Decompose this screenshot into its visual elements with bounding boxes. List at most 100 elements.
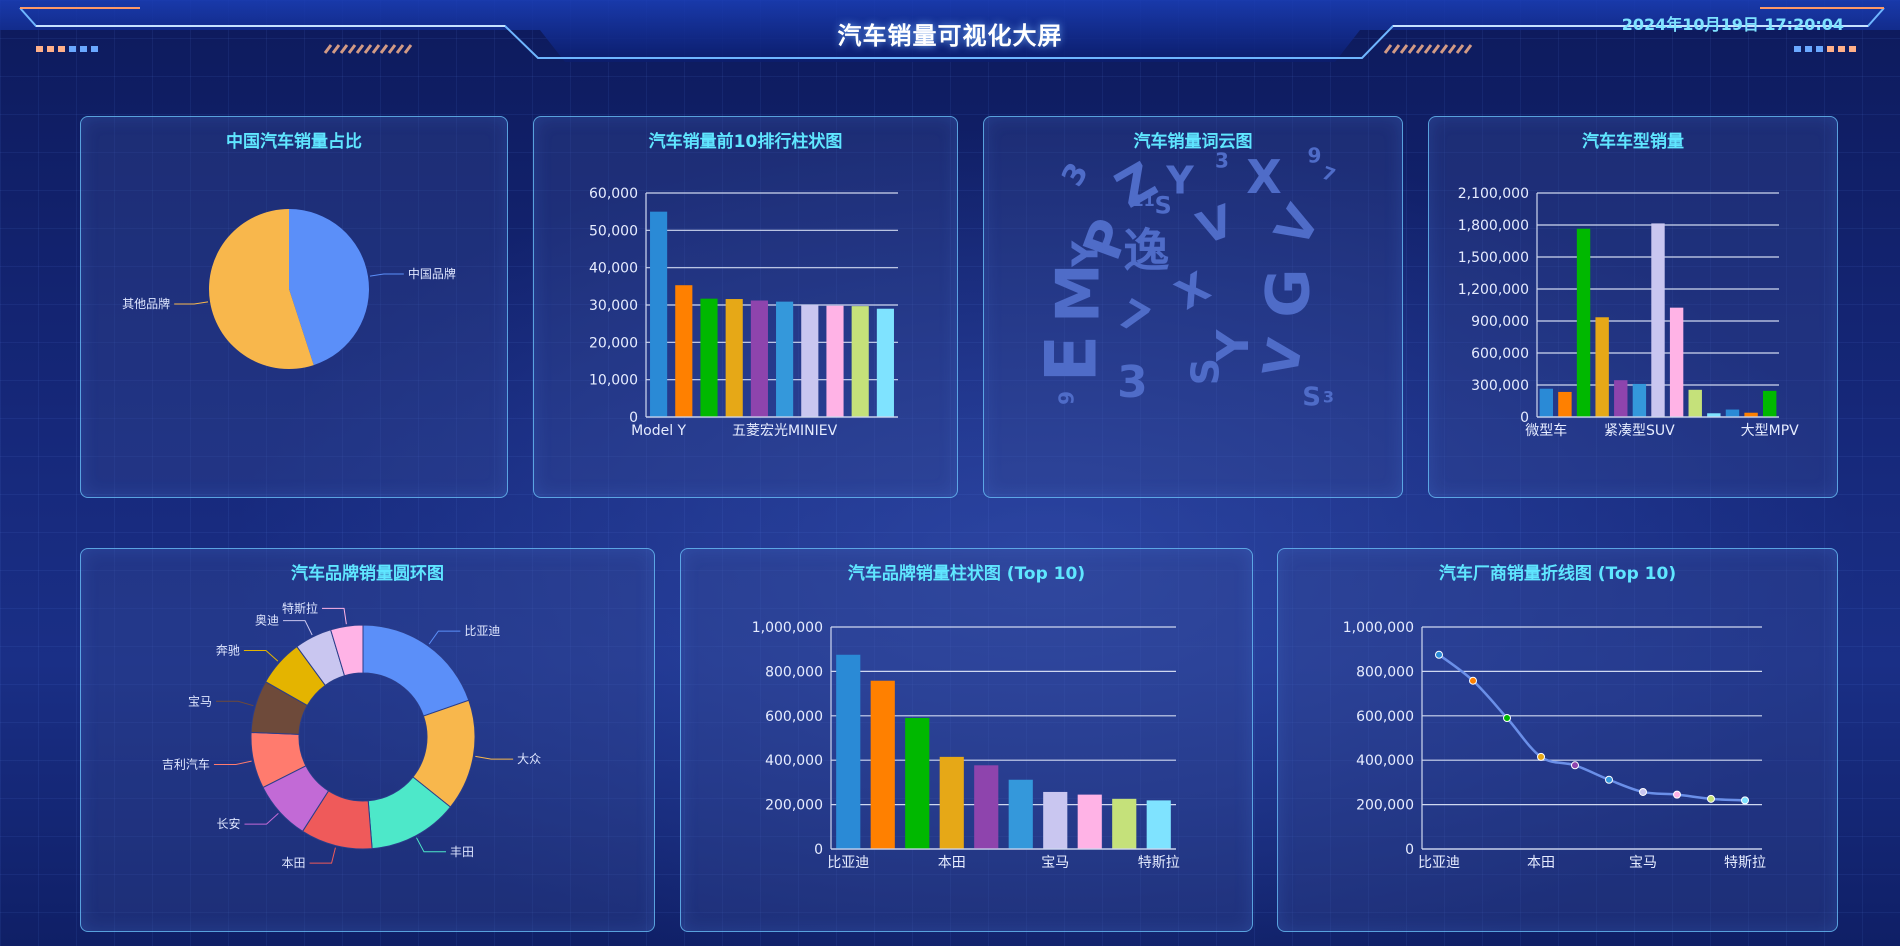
y-tick-label: 0: [1520, 410, 1529, 426]
cloud-word: 9: [1055, 391, 1079, 405]
y-tick-label: 200,000: [1356, 798, 1414, 814]
y-tick-label: 0: [1405, 842, 1414, 858]
x-tick-label: 微型车: [1525, 422, 1567, 439]
cloud-word: 3: [1215, 149, 1229, 173]
bar: [1558, 391, 1572, 417]
bar: [750, 300, 768, 417]
bar: [905, 718, 930, 849]
bar: [1077, 794, 1102, 849]
slice-label: 大众: [517, 752, 541, 766]
cloud-word: S: [1155, 192, 1172, 220]
bar: [974, 765, 999, 849]
pie-slice: [362, 624, 470, 717]
slice-label: 特斯拉: [282, 600, 318, 615]
cloud-word: M: [1044, 263, 1114, 323]
y-tick-label: 1,000,000: [752, 620, 823, 636]
label-leader: [283, 620, 313, 636]
slice-label: 吉利汽车: [162, 757, 210, 772]
panel-word-cloud: 汽车销量词云图 E M P Y Z Y 3 3 7 逸 X V X V G V Y S S 3 9 11 S 9 3 7: [983, 116, 1403, 498]
header-frame: [0, 0, 1900, 62]
y-tick-label: 800,000: [1356, 664, 1414, 680]
cloud-word: 9: [1307, 143, 1321, 167]
slice-label: 中国品牌: [408, 266, 456, 281]
bar: [1688, 389, 1702, 417]
x-tick-label: 宝马: [1041, 855, 1069, 871]
y-tick-label: 400,000: [1356, 753, 1414, 769]
label-leader: [475, 755, 514, 760]
pie-slice: [209, 209, 314, 369]
y-tick-label: 600,000: [1356, 709, 1414, 725]
slice-label: 宝马: [188, 694, 212, 708]
cloud-word: 7: [1319, 163, 1338, 187]
panel-title: 汽车车型销量: [1582, 132, 1684, 152]
cloud-word: Y: [1066, 240, 1107, 268]
pie-slice: [330, 624, 364, 677]
x-tick-label: 特斯拉: [1138, 855, 1180, 871]
bar: [1632, 383, 1647, 417]
bar: [1669, 307, 1684, 417]
y-tick-label: 40,000: [589, 261, 638, 277]
y-tick-label: 10,000: [589, 373, 638, 389]
y-tick-label: 1,200,000: [1458, 282, 1529, 298]
bar: [1043, 791, 1068, 849]
panel-title: 汽车销量前10排行柱状图: [648, 132, 843, 152]
y-tick-label: 900,000: [1471, 314, 1529, 330]
label-leader: [244, 813, 279, 825]
bar-chart-brands: 0 200,000 400,000 600,000 800,000 1,000,000 比亚…: [752, 620, 1180, 871]
panel-title: 汽车销量词云图: [1133, 132, 1253, 152]
cloud-word: Y: [1208, 328, 1259, 362]
bar: [836, 654, 861, 849]
panel-maker-line: 汽车厂商销量折线图 (Top 10) 0 200,000 400,000 600,00…: [1277, 548, 1838, 932]
x-tick-label: 紧凑型SUV: [1604, 422, 1675, 439]
cloud-word: 3: [1055, 157, 1096, 193]
bar: [650, 211, 668, 417]
bar: [1595, 317, 1609, 417]
cloud-word: 逸: [1123, 223, 1169, 277]
x-tick-label: 比亚迪: [827, 855, 869, 871]
cloud-word: S: [1302, 382, 1321, 412]
y-tick-label: 600,000: [1471, 346, 1529, 362]
slice-label: 其他品牌: [122, 297, 170, 311]
bar: [1651, 223, 1665, 417]
label-leader: [428, 630, 461, 645]
y-tick-label: 30,000: [589, 298, 638, 314]
y-tick-label: 800,000: [765, 664, 823, 680]
panel-title: 汽车厂商销量折线图 (Top 10): [1438, 564, 1677, 584]
data-point: [1605, 775, 1613, 784]
cloud-word: 3: [1323, 387, 1334, 406]
bar: [1614, 380, 1628, 417]
y-tick-label: 1,800,000: [1458, 218, 1529, 234]
datetime-display: 2024年10月19日 17:20:04: [1621, 15, 1844, 34]
header: 汽车销量可视化大屏 2024年10月19日 17:20:04: [0, 0, 1900, 72]
cloud-word: 3: [1117, 357, 1148, 408]
series-line: [1438, 653, 1746, 802]
cloud-word: V: [1253, 335, 1315, 381]
x-tick-label: 五菱宏光MINIEV: [732, 423, 838, 439]
panel-china-share: 中国汽车销量占比 中国品牌其他品牌: [80, 116, 508, 498]
cloud-word: V: [1264, 196, 1331, 256]
bar: [826, 305, 844, 417]
bar: [700, 298, 718, 417]
bar: [725, 299, 743, 417]
bar: [939, 756, 964, 849]
panel-title: 汽车品牌销量柱状图 (Top 10): [847, 564, 1086, 584]
data-point: [1741, 796, 1749, 805]
data-point: [1503, 714, 1511, 723]
page-title: 汽车销量可视化大屏: [837, 22, 1063, 50]
x-tick-label: 本田: [938, 855, 966, 871]
y-tick-label: 60,000: [589, 186, 638, 202]
panel-title: 中国汽车销量占比: [226, 132, 362, 152]
slice-label: 本田: [282, 856, 306, 870]
pie-slice: [289, 209, 369, 366]
bar: [801, 305, 819, 417]
slice-label: 长安: [216, 816, 240, 831]
cloud-word: X: [1246, 150, 1281, 204]
label-leader: [243, 650, 279, 662]
panel-top10-models: 汽车销量前10排行柱状图 0 10,000 20,000 30,000 40,000 50…: [533, 116, 958, 498]
bar-chart-top10-models: 0 10,000 20,000 30,000 40,000 50,000 60,000 Mod…: [589, 186, 898, 439]
y-tick-label: 600,000: [765, 709, 823, 725]
slice-label: 奥迪: [255, 614, 279, 628]
data-point: [1571, 761, 1579, 770]
y-tick-label: 20,000: [589, 335, 638, 351]
